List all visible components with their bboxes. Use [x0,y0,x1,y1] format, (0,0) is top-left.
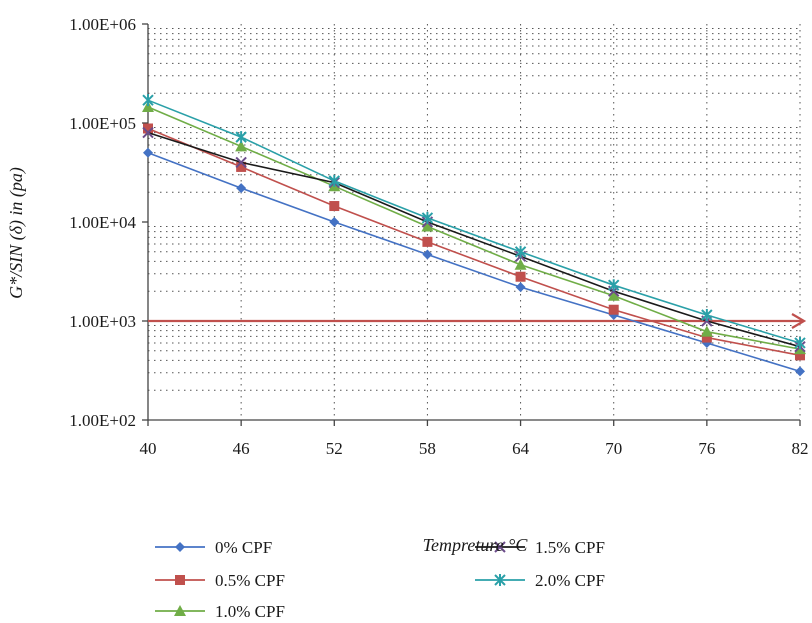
data-point [422,249,433,260]
y-tick-label: 1.00E+03 [69,312,136,331]
data-point [143,147,153,158]
data-point [236,161,247,172]
data-point [515,282,526,293]
data-point [142,101,154,113]
legend-item: 1.5% CPF [475,538,605,557]
data-point [143,123,153,134]
series-line [147,131,801,348]
series-lines [142,94,806,377]
legend-swatch-marker [494,574,506,586]
data-point [142,94,154,107]
legend-label: 1.0% CPF [215,602,285,621]
reference-line-arrowhead [791,313,807,329]
y-axis-title: G*/SIN (δ) in (pa) [6,167,27,299]
data-point [795,366,805,377]
data-point [235,156,247,169]
series-3 [142,126,806,353]
data-point [235,131,247,144]
x-tick-label: 64 [512,439,530,458]
data-point [328,174,340,187]
data-point [422,236,433,247]
y-tick-label: 1.00E+04 [69,213,136,232]
series-line [147,127,801,357]
data-point [514,258,527,270]
data-point [236,183,247,194]
x-tick-label: 46 [233,439,250,458]
x-axis-title: Tempreture °C [423,535,529,555]
y-tick-label: 1.00E+06 [69,15,136,34]
data-point [421,220,434,232]
data-point [608,304,619,315]
data-point [142,126,154,139]
series-line [147,152,801,373]
x-tick-label: 52 [326,439,343,458]
data-point [514,245,527,258]
y-tick-labels: 1.00E+02 1.00E+03 1.00E+04 1.00E+05 1.00E+06 [69,15,136,430]
legend-item: 0.5% CPF [155,571,285,590]
series-line [147,99,801,344]
x-tick-labels: 40 46 52 58 64 70 76 82 [140,439,809,458]
data-point [329,201,340,212]
data-point [515,271,526,282]
y-tick-label: 1.00E+02 [69,411,136,430]
legend-item: 1.0% CPF [155,602,285,621]
data-point [701,332,712,343]
data-point [421,211,434,224]
legend-label: 0% CPF [215,538,272,557]
legend-item: 2.0% CPF [475,571,605,590]
y-tick-label: 1.00E+05 [69,114,136,133]
legend-swatch-marker [175,575,185,585]
data-point [235,140,248,152]
series-4 [142,94,806,349]
data-point [329,217,340,227]
series-2 [142,101,806,355]
legend-label: 0.5% CPF [215,571,285,590]
legend-item: 0% CPF [155,538,272,557]
legend-label: 1.5% CPF [535,538,605,557]
grid [148,24,801,420]
x-tick-label: 70 [605,439,622,458]
legend: 0% CPF 0.5% CPF 1.0% CPF 1.5% CPF 2.0% CPF [155,538,605,621]
x-tick-label: 76 [698,439,715,458]
x-tick-label: 40 [140,439,157,458]
series-1 [143,123,805,361]
legend-label: 2.0% CPF [535,571,605,590]
data-point [794,336,806,349]
x-tick-label: 58 [419,439,436,458]
axes [142,23,801,426]
legend-swatch-marker [174,605,186,616]
legend-swatch-marker [175,542,185,552]
reference-line [148,313,807,329]
data-point [607,289,620,301]
data-point [795,350,805,361]
data-point [701,308,713,321]
data-point [608,279,620,292]
x-tick-label: 82 [792,439,809,458]
legend-swatch-marker [494,541,506,553]
series-line [147,106,801,350]
data-point [700,325,713,337]
